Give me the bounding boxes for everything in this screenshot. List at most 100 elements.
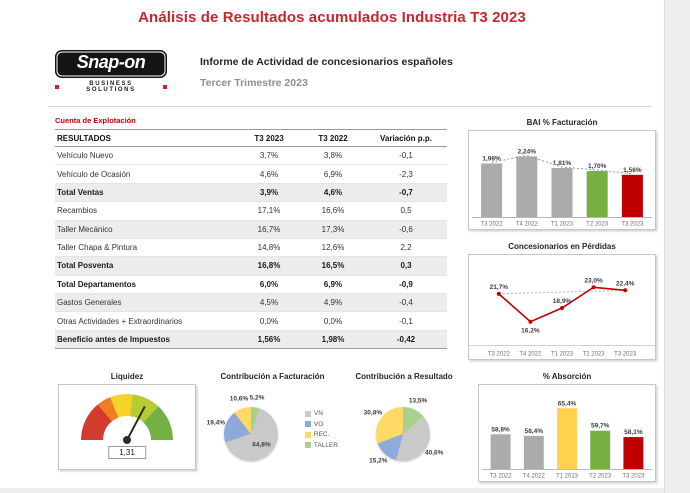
perdidas-chart-title: Concesionarios en Pérdidas (508, 242, 616, 251)
liquidez-chart-title: Liquidez (110, 372, 144, 381)
svg-text:T3 2022: T3 2022 (488, 352, 511, 358)
column-header: Variación p.p. (365, 129, 447, 147)
legend-label: VO (313, 420, 324, 428)
pie-legend: VN VO REC. TALLER (304, 410, 338, 449)
row-value: 2,2 (365, 238, 447, 258)
row-label: Taller Mecánico (55, 220, 237, 239)
svg-text:T3 2023: T3 2023 (622, 474, 645, 480)
facturacion-panel: Contribución a Facturación 5,2% 64,8% 19,4… (205, 372, 340, 486)
results-table-body: Vehículo Nuevo 3,7% 3,8% -0,1 Vehículo de Oc… (55, 146, 447, 350)
bar (586, 171, 608, 217)
row-value: 1,98% (301, 330, 365, 350)
svg-text:18,9%: 18,9% (553, 298, 572, 305)
row-label: Vehículo de Ocasión (55, 164, 237, 184)
svg-text:2,24%: 2,24% (518, 148, 537, 155)
liquidez-panel: Liquidez 1,31 (58, 372, 196, 470)
snapon-division-text: BUSINESS SOLUTIONS (86, 81, 136, 93)
legend-swatch (304, 410, 311, 417)
svg-text:T3 2022: T3 2022 (481, 222, 504, 228)
svg-text:21,7%: 21,7% (490, 284, 509, 291)
data-point (528, 319, 533, 324)
legend-label: VN (313, 410, 323, 417)
svg-text:1,81%: 1,81% (553, 160, 572, 167)
report-period: Tercer Trimestre 2023 (200, 77, 308, 89)
pie-slice-label: 19,4% (206, 419, 226, 427)
legend-swatch (304, 431, 311, 438)
bar (516, 156, 538, 217)
svg-text:T4 2022: T4 2022 (519, 352, 542, 358)
svg-text:16,2%: 16,2% (521, 328, 540, 335)
bar (557, 408, 577, 469)
row-value: 16,6% (301, 201, 365, 221)
svg-text:59,7%: 59,7% (591, 423, 610, 430)
svg-text:T3 2022: T3 2022 (490, 474, 513, 480)
column-header: T3 2022 (301, 129, 365, 147)
row-value: 0,5 (365, 201, 447, 221)
absorcion-panel: % Absorción 58,8% T3 2022 58,4% T4 2022 65,4… (478, 372, 656, 482)
bar (590, 430, 611, 469)
table-row: Recambios 17,1% 16,6% 0,5 (55, 201, 447, 221)
row-label: Beneficio antes de Impuestos (55, 330, 237, 350)
snapon-logo: Snap-on BUSINESS SOLUTIONS (55, 50, 168, 93)
absorcion-chart-title: % Absorción (542, 372, 592, 381)
table-row: Total Ventas 3,9% 4,6% -0,7 (55, 183, 447, 203)
svg-text:T2 2023: T2 2023 (589, 474, 612, 480)
row-label: Total Departamentos (55, 275, 237, 295)
svg-text:T4 2022: T4 2022 (523, 474, 546, 480)
row-value: 0,0% (237, 311, 301, 331)
header-divider (48, 106, 652, 107)
row-value: 4,6% (237, 164, 301, 184)
legend-swatch (304, 442, 311, 448)
pie (224, 407, 278, 461)
legend-label: REC. (313, 431, 330, 438)
row-value: 3,7% (237, 146, 301, 166)
bar (490, 434, 511, 469)
absorcion-bar-chart: 58,8% T3 2022 58,4% T4 2022 65,4% T1 2023 59,7… (478, 384, 656, 482)
table-row: Gastos Generales 4,5% 4,9% -0,4 (55, 293, 447, 313)
page-title: Análisis de Resultados acumulados Indust… (138, 9, 526, 26)
table-row: Total Posventa 16,8% 16,5% 0,3 (55, 256, 447, 276)
header-row: RESULTADOS T3 2023 T3 2022 Variación p.p. (55, 129, 447, 147)
row-value: 17,1% (237, 201, 301, 221)
data-point (560, 306, 564, 311)
row-value: 4,6% (301, 183, 365, 203)
pie-slice-label: 15,2% (369, 457, 388, 465)
row-value: -0,9 (365, 275, 447, 295)
column-header: RESULTADOS (55, 129, 237, 147)
svg-text:1,56%: 1,56% (623, 167, 642, 174)
svg-text:T3 2023: T3 2023 (621, 222, 644, 228)
legend-item: VN (304, 410, 338, 417)
row-value: 4,9% (301, 293, 365, 313)
table-row: Total Departamentos 6,0% 6,9% -0,9 (55, 275, 447, 295)
row-value: -0,1 (365, 311, 447, 331)
row-value: 3,9% (237, 183, 301, 203)
row-label: Vehículo Nuevo (55, 146, 237, 166)
legend-item: TALLER (304, 442, 338, 449)
svg-text:1,98%: 1,98% (482, 155, 501, 162)
pie-slice-label: 40,6% (425, 449, 444, 457)
row-value: 12,6% (301, 238, 365, 258)
resultado-panel: Contribución a Resultado 13,5% 40,6% 15,2%… (345, 372, 463, 486)
facturacion-chart-title: Contribución a Facturación (220, 372, 325, 381)
gauge-arc (81, 394, 173, 440)
bar (481, 163, 503, 217)
row-value: 3,8% (301, 146, 365, 166)
facturacion-pie-chart: 5,2% 64,8% 19,4% 10,6% VN VO REC. TALLER (205, 384, 340, 486)
svg-text:T4 2022: T4 2022 (516, 222, 539, 228)
svg-text:58,8%: 58,8% (491, 426, 510, 433)
row-value: 16,7% (237, 220, 301, 239)
bar (551, 168, 573, 217)
table-row: Taller Mecánico 16,7% 17,3% -0,6 (55, 220, 447, 239)
svg-text:22,4%: 22,4% (616, 280, 635, 287)
bai-bar-chart: 1,98% T3 2022 2,24% T4 2022 1,81% T1 2023 1,70… (468, 130, 656, 230)
svg-text:T2 2023: T2 2023 (586, 222, 609, 228)
bar (623, 437, 644, 469)
pie-slice-label: 13,5% (408, 397, 428, 405)
perdidas-panel: Concesionarios en Pérdidas 21,7% T3 2022 1… (468, 242, 656, 360)
svg-text:65,4%: 65,4% (558, 400, 577, 407)
pie-slice-label: 10,6% (229, 395, 249, 403)
bai-chart-title: BAI % Facturación (526, 118, 598, 127)
row-value: 6,9% (301, 275, 365, 295)
pie-slice-label: 30,8% (363, 409, 383, 417)
row-label: Total Ventas (55, 183, 237, 203)
